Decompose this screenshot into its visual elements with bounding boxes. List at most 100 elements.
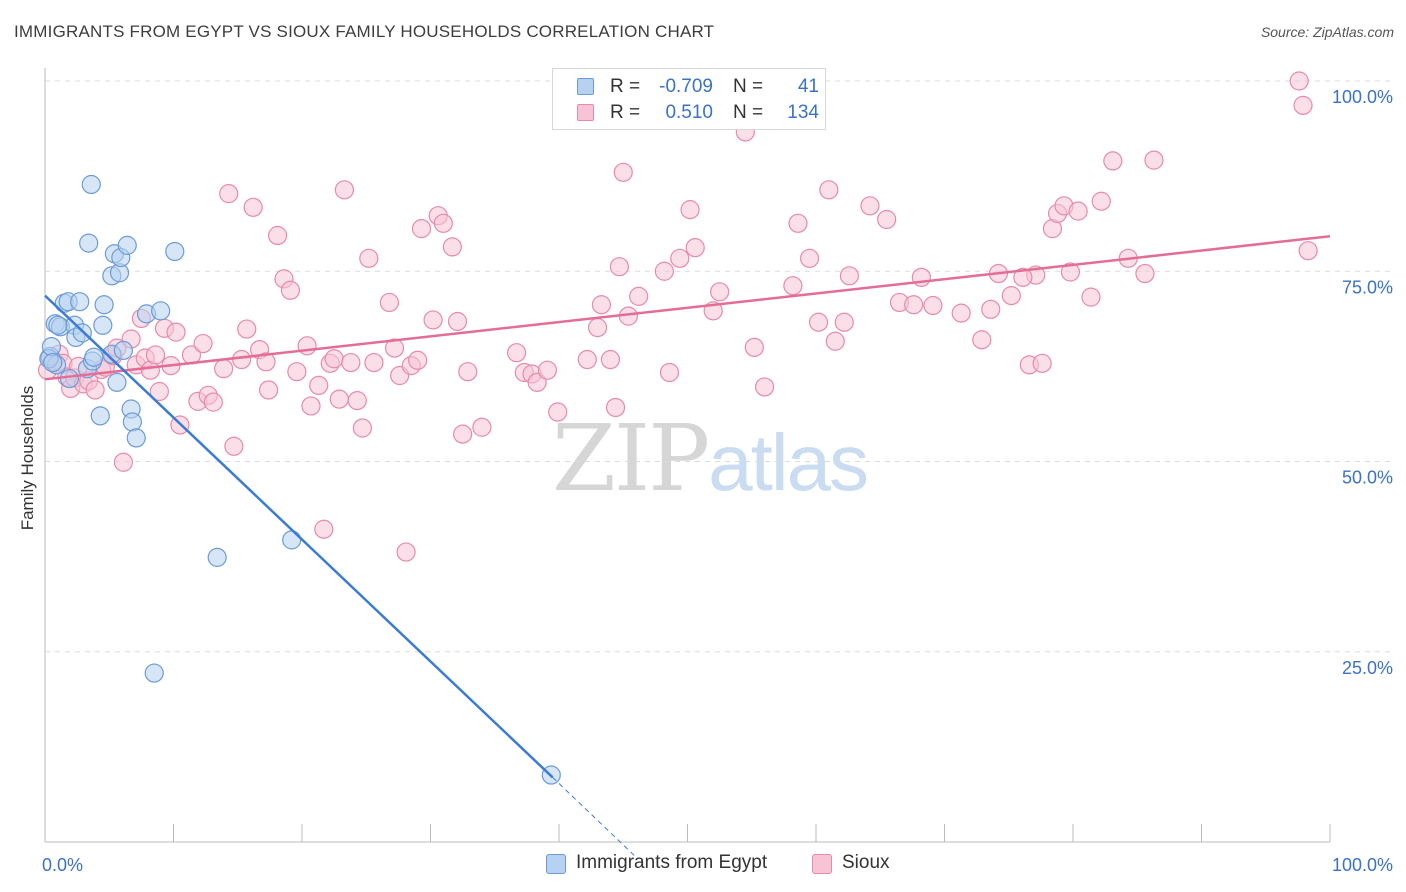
tick-labels: 100.0% 75.0% 50.0% 25.0% 0.0% 100.0% [42,87,1393,875]
data-point [359,248,379,268]
data-point [324,349,344,369]
data-point [207,547,227,567]
bottom-legend-label-egypt: Immigrants from Egypt [576,852,768,873]
data-point [232,349,252,370]
data-point [613,162,633,182]
data-point [309,375,329,395]
y-axis-label: Family Households [18,385,37,531]
data-point [587,317,608,338]
data-point [981,299,1001,319]
data-point [85,380,105,400]
data-point [93,315,113,335]
data-point [151,301,171,321]
data-point [904,295,924,315]
legend-r-label: R = [610,102,641,123]
data-point [972,330,992,350]
data-point [379,292,399,313]
data-point [433,213,453,233]
data-point [839,266,860,286]
data-point [341,352,361,373]
data-point [90,406,110,426]
data-point [282,530,302,550]
data-point [122,412,142,432]
data-point [577,349,597,370]
source-credit: Source: ZipAtlas.com [1260,24,1394,40]
data-point [472,417,492,437]
data-point [877,209,897,230]
data-point [600,349,621,370]
data-point [329,389,349,409]
data-point [629,286,649,306]
data-point [84,347,104,367]
data-point [1032,353,1052,373]
data-point [710,282,730,302]
data-point [442,237,462,257]
data-point [41,336,62,357]
legend-swatch-sioux [577,104,594,121]
data-point [453,424,473,444]
chart-title: IMMIGRANTS FROM EGYPT VS SIOUX FAMILY HO… [14,22,715,41]
data-point [256,352,276,372]
data-point [70,292,90,312]
watermark-zip: ZIP [552,405,710,512]
data-point [808,312,829,332]
data-point [860,196,880,216]
data-point [527,372,547,392]
data-point [591,295,612,315]
data-point [267,225,288,246]
legend-n-label: N = [733,76,764,97]
axes [44,68,1331,843]
data-point [113,452,133,472]
data-point [1293,95,1313,115]
data-point [408,350,428,370]
data-point [819,180,839,200]
watermark-atlas: atlas [708,418,869,507]
legend-swatch-egypt [577,78,594,95]
data-point [145,345,166,365]
data-point [258,380,279,400]
data-point [923,295,943,316]
data-point [605,397,626,418]
data-point [297,336,317,356]
data-point [1289,71,1309,91]
data-point [149,381,169,402]
data-point [548,402,568,422]
data-point [537,360,558,380]
data-point [1068,201,1088,221]
data-point [117,235,137,255]
data-point [81,174,101,195]
data-point [384,338,405,358]
watermark: ZIPatlas [552,405,869,512]
data-point [609,257,629,277]
legend-n-label: N = [733,102,764,123]
legend-r-label: R = [610,76,641,97]
data-point [166,322,186,342]
data-point [280,280,301,300]
data-point [1298,241,1318,261]
legend-n-value: 134 [787,102,819,123]
data-point [744,337,764,357]
data-point [126,428,146,448]
egypt-trend-extension [552,776,637,858]
data-point [347,391,367,411]
data-point [754,377,775,397]
data-point [48,315,68,335]
data-point [825,331,845,351]
data-point [1135,263,1155,284]
sioux-trend-line [44,235,1331,381]
data-point [334,180,355,200]
sioux-points [37,71,1318,562]
legend-r-value: -0.709 [659,76,713,97]
data-point [287,362,307,382]
data-point [219,184,239,204]
data-point [364,352,384,373]
y-tick-label: 50.0% [1342,468,1393,488]
data-point [165,241,185,262]
y-tick-label: 100.0% [1332,87,1393,107]
legend-r-value: 0.510 [665,102,713,123]
data-point [193,333,213,354]
data-point [314,519,334,539]
y-tick-label: 25.0% [1342,658,1393,678]
data-point [1013,267,1033,287]
